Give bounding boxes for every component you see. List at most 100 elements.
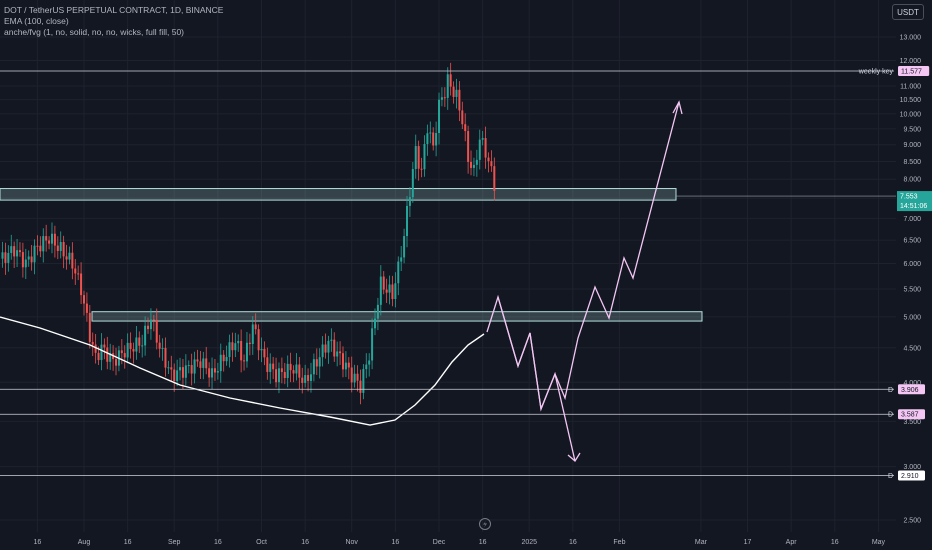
candle-body [318, 357, 321, 367]
candle-body [74, 268, 77, 274]
candle-body [234, 343, 237, 351]
candle-body [94, 344, 97, 353]
candle-body [452, 86, 455, 97]
price-tick-label: 10.500 [900, 97, 922, 104]
candle-body [266, 357, 269, 372]
candle-body [336, 351, 339, 357]
candle-body [254, 324, 257, 330]
candle-body [446, 74, 449, 98]
upper-zone [0, 188, 677, 201]
candle-body [62, 242, 65, 257]
candle-body [411, 169, 414, 198]
candle-body [1, 252, 4, 259]
candle-body [228, 342, 231, 357]
candle-body [470, 161, 473, 168]
time-tick-label: 16 [214, 539, 222, 546]
time-tick-label: Mar [695, 539, 708, 546]
candle-body [123, 353, 126, 358]
candle-body [193, 359, 196, 374]
price-axis[interactable]: 13.000 12.000 11.000 10.500 10.000 9.500 9.000… [900, 35, 922, 525]
price-tick-label: 10.000 [900, 111, 922, 118]
candle-body [307, 375, 310, 381]
arrowhead-up [672, 100, 683, 115]
candle-body [420, 168, 423, 170]
candle-body [438, 99, 441, 134]
candle-body [260, 348, 263, 351]
candle-body [455, 89, 458, 97]
candle-body [164, 347, 167, 368]
candle-body [461, 110, 464, 125]
candle-body [7, 252, 10, 263]
candle-body [312, 359, 315, 375]
grid [0, 0, 896, 532]
time-axis[interactable]: 16 Aug 16 Sep 16 Oct 16 Nov 16 Dec 16 2025 16 Feb Mar 1… [34, 539, 886, 546]
candle-body [216, 371, 219, 373]
candle-body [385, 289, 388, 293]
candle-body [344, 362, 347, 370]
candle-body [149, 319, 152, 330]
candle-body [97, 352, 100, 361]
candle-body [257, 329, 260, 351]
ema-indicator-label[interactable]: EMA (100, close) [4, 16, 69, 26]
time-tick-label: Aug [78, 539, 91, 546]
candle-body [321, 344, 324, 358]
fvg-indicator-label[interactable]: anche/fvg (1, no, solid, no, no, wicks, … [4, 27, 185, 37]
symbol-title[interactable]: DOT / TetherUS PERPETUAL CONTRACT, 1D, B… [4, 5, 224, 15]
candle-body [222, 354, 225, 362]
candle-body [33, 245, 36, 263]
candle-body [458, 89, 461, 111]
level-price-tag-bg [898, 470, 925, 481]
candle-body [205, 358, 208, 369]
candle-body [240, 340, 243, 361]
time-tick-label: 17 [744, 539, 752, 546]
candle-body [106, 347, 109, 362]
candle-body [27, 256, 30, 260]
price-tick-label: 2.500 [903, 518, 921, 525]
candle-body [464, 124, 467, 132]
candle-body [397, 261, 400, 284]
candle-body [147, 325, 150, 330]
chart-legend: DOT / TetherUS PERPETUAL CONTRACT, 1D, B… [4, 5, 223, 38]
candle-body [196, 359, 199, 362]
candle-body [141, 345, 144, 347]
candle-body [109, 353, 112, 362]
candle-body [135, 337, 138, 352]
candle-body [272, 363, 275, 370]
candle-body [362, 369, 365, 393]
candle-body [368, 360, 371, 365]
level-price-tag: 2.910 [901, 473, 919, 480]
candle-body [100, 344, 103, 361]
candle-body [184, 365, 187, 378]
projection-bullish-path [486, 101, 680, 412]
level-price-tag: 3.906 [901, 387, 919, 394]
candle-body [379, 276, 382, 305]
candle-body [126, 342, 129, 358]
candle-body [484, 138, 487, 158]
arrowhead-down [567, 452, 581, 462]
time-tick-label: Sep [168, 539, 181, 546]
candle-body [187, 365, 190, 367]
price-tick-label: 4.000 [903, 380, 921, 387]
candle-body [80, 273, 83, 296]
candle-body [219, 354, 222, 372]
candle-body [406, 205, 409, 237]
candle-body [176, 370, 179, 382]
candle-body [225, 356, 228, 362]
candle-body [36, 245, 39, 247]
candle-body [391, 284, 394, 300]
replay-icon[interactable] [479, 518, 491, 530]
time-tick-label: Apr [786, 539, 798, 546]
price-tags: weekly key 11.577 D 3.906 D 3.587 D 2.910 7.553 1… [858, 65, 932, 481]
currency-button[interactable]: USDT [892, 4, 924, 20]
candle-body [4, 252, 7, 263]
candle-body [443, 97, 446, 99]
candle-body [10, 246, 13, 253]
candle-body [394, 283, 397, 300]
candle-body [237, 340, 240, 344]
candle-body [417, 146, 420, 169]
candle-body [333, 339, 336, 357]
candle-body [304, 375, 307, 383]
candle-body [435, 133, 438, 146]
candle-body [275, 369, 278, 383]
